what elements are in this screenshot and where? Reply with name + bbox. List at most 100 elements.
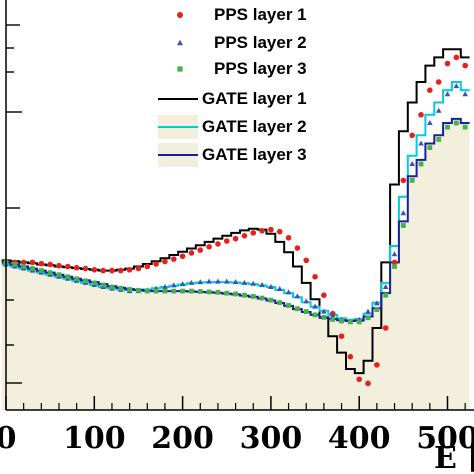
series-2-point [144, 288, 150, 294]
series-0-point [303, 257, 310, 264]
legend-marker [177, 66, 183, 72]
series-0-point [65, 263, 71, 270]
series-1-point [197, 279, 204, 285]
series-2-point [162, 288, 168, 294]
series-0-point [47, 261, 53, 268]
legend-marker [177, 12, 183, 18]
series-0-point [73, 264, 80, 271]
series-0-point [268, 226, 274, 233]
series-0-point [462, 62, 468, 69]
series-2-point [259, 295, 265, 301]
series-1-point [435, 107, 442, 113]
series-2-point [206, 289, 212, 295]
series-0-point [453, 54, 460, 61]
series-2-point [109, 284, 115, 290]
series-0-point [135, 265, 142, 272]
series-2-point [268, 297, 274, 303]
series-2-point [100, 282, 106, 288]
x-tick-label: 300 [240, 421, 303, 456]
series-0-point [162, 258, 168, 265]
legend-item-3: GATE layer 1 [158, 89, 307, 108]
series-0-point [312, 273, 318, 280]
series-0-point [100, 267, 106, 274]
series-2-point [321, 314, 327, 320]
series-1-point [321, 308, 327, 314]
series-0-point [338, 333, 345, 340]
series-1-point [374, 300, 380, 306]
series-2-point [312, 312, 318, 318]
series-2-point [233, 291, 238, 297]
series-2-point [242, 292, 247, 298]
series-0-point [232, 235, 239, 242]
series-5-histogram [1, 117, 470, 322]
series-2-point [286, 303, 291, 308]
series-2-point [453, 120, 459, 126]
series-2-point [21, 264, 27, 269]
series-0-point [29, 259, 36, 266]
series-0-point [38, 260, 45, 267]
series-2-point [118, 285, 124, 291]
series-0-point [435, 79, 442, 85]
series-0-point [276, 228, 283, 235]
series-0-point [365, 380, 371, 387]
x-tick-label: 200 [151, 421, 214, 456]
series-1-point [312, 303, 318, 309]
series-1-point [409, 161, 415, 166]
series-1-point [232, 279, 239, 285]
series-1-point [215, 278, 221, 284]
series-2-point [445, 124, 450, 130]
series-1-point [259, 281, 265, 287]
series-2-point [74, 276, 80, 282]
series-0-point [126, 266, 133, 273]
series-0-point [391, 259, 398, 266]
series-2-point [427, 145, 433, 150]
series-1-point [391, 251, 398, 257]
legend-item-0: PPS layer 1 [177, 5, 307, 24]
series-1-point [294, 293, 301, 299]
series-2-point [365, 315, 371, 321]
legend-marker [177, 39, 183, 46]
series-1-point [179, 281, 186, 287]
series-1-point [427, 120, 433, 125]
series-1-point [365, 308, 371, 314]
series-2-point [91, 280, 97, 286]
series-0-point [427, 87, 433, 93]
series-0-point [170, 256, 177, 262]
series-1-point [285, 289, 292, 295]
series-0-point [382, 325, 389, 331]
series-2-point [303, 309, 309, 314]
axes: 0 100 200 300 400 500 [0, 0, 474, 456]
series-0-point [223, 238, 230, 244]
series-0-point [215, 241, 221, 247]
series-1-point [444, 91, 451, 97]
series-0-point [250, 230, 257, 236]
series-0-point [356, 376, 363, 383]
series-0-point [347, 353, 354, 360]
series-1-point [206, 278, 212, 284]
series-2-point [65, 274, 71, 280]
series-1-point [329, 312, 336, 318]
series-2-point [400, 223, 406, 228]
series-2-point [374, 307, 380, 312]
series-1-point [303, 298, 310, 304]
series-0-point [206, 244, 212, 250]
series-2-point [189, 288, 194, 294]
x-tick-label: 500 [416, 421, 474, 456]
series-0-point [188, 250, 195, 256]
series-1-point [170, 282, 177, 288]
gate-layer-3-fill [1, 118, 470, 411]
series-0-point [144, 263, 151, 270]
series-2-point [383, 292, 389, 298]
series-2-point [436, 137, 442, 142]
series-2-point [180, 288, 186, 294]
series-0-point [400, 177, 407, 184]
legend-label: PPS layer 3 [214, 59, 307, 78]
series-2-point [418, 161, 424, 167]
series-2-point [38, 268, 44, 273]
legend-label: PPS layer 1 [214, 5, 307, 24]
legend-label: GATE layer 1 [202, 89, 307, 108]
series-2-point [330, 316, 336, 322]
series-2-point [339, 318, 344, 324]
series-1-point [400, 210, 407, 216]
